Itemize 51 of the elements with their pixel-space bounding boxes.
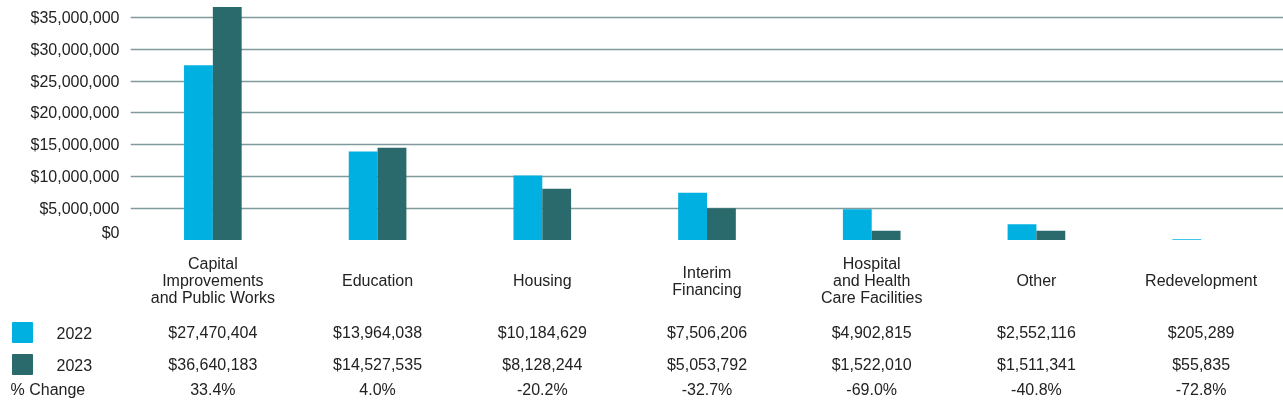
y-tick-label: $15,000,000 — [30, 136, 120, 154]
bar — [842, 209, 872, 240]
bar — [542, 188, 572, 240]
bar — [377, 147, 407, 240]
data-label: $2,552,116 — [996, 324, 1076, 341]
text: -40.8% — [1011, 381, 1062, 398]
y-tick-label: $5,000,000 — [39, 200, 120, 218]
y-tick-label: $35,000,000 — [30, 8, 120, 26]
y-tick-label: $0 — [101, 223, 120, 241]
text: 33.4% — [190, 381, 236, 398]
bar — [212, 6, 242, 240]
data-label: $36,640,183 — [168, 356, 258, 373]
legend-label: 2022 — [56, 324, 93, 342]
data-label: $1,522,010 — [831, 356, 912, 373]
data-label: $1,511,341 — [996, 356, 1076, 373]
data-label: $13,964,038 — [333, 324, 423, 341]
x-tick-label: Interim Financing — [672, 263, 742, 298]
data-label: $5,053,792 — [666, 356, 748, 373]
text: -69.0% — [846, 381, 898, 398]
x-tick-label: Housing — [512, 272, 572, 289]
x-tick-label: Capital Improvements and Public Works — [150, 255, 275, 306]
data-label: $10,184,629 — [497, 324, 587, 341]
bar — [1007, 224, 1037, 240]
data-label: $8,128,244 — [502, 356, 583, 373]
text: 4.0% — [359, 381, 396, 398]
text: % Change — [10, 381, 86, 398]
bar — [1036, 230, 1066, 240]
data-label: $55,835 — [1172, 356, 1231, 373]
bar — [707, 208, 736, 240]
data-label: $4,902,815 — [831, 324, 912, 341]
x-tick-label: Education — [341, 272, 414, 289]
x-tick-label: Other — [1016, 272, 1058, 289]
bar — [184, 65, 213, 240]
bar — [871, 230, 901, 240]
text: -72.8% — [1175, 381, 1227, 398]
x-tick-label: Redevelopment — [1145, 272, 1258, 289]
bar — [348, 151, 378, 240]
data-label: $27,470,404 — [168, 324, 258, 341]
bar — [678, 192, 707, 240]
text: -32.7% — [681, 381, 733, 398]
data-label: $7,506,206 — [666, 324, 748, 341]
y-tick-label: $25,000,000 — [30, 72, 120, 90]
bar — [513, 175, 543, 240]
y-tick-label: $10,000,000 — [30, 168, 120, 186]
data-label: $14,527,535 — [333, 356, 423, 373]
y-tick-label: $30,000,000 — [30, 40, 120, 58]
x-tick-label: Hospital and Health Care Facilities — [821, 255, 923, 306]
data-label: $205,289 — [1167, 324, 1235, 341]
text: -20.2% — [516, 381, 568, 398]
y-tick-label: $20,000,000 — [30, 104, 120, 122]
legend-label: 2023 — [56, 356, 93, 374]
